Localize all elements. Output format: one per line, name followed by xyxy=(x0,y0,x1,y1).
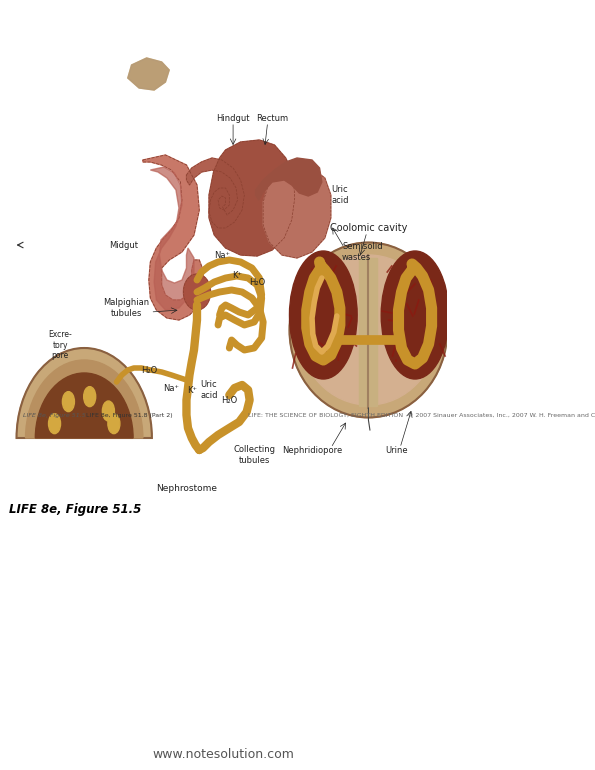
Ellipse shape xyxy=(299,255,438,405)
Wedge shape xyxy=(35,373,133,438)
Text: Uric
acid: Uric acid xyxy=(331,186,349,205)
Text: H₂O: H₂O xyxy=(249,277,265,286)
Text: LIFE 8e, Figure 51.5: LIFE 8e, Figure 51.5 xyxy=(9,504,141,517)
Text: H₂O: H₂O xyxy=(221,396,237,404)
Text: Nephrostome: Nephrostome xyxy=(156,484,217,493)
Ellipse shape xyxy=(108,413,120,434)
Text: Na⁺: Na⁺ xyxy=(164,383,180,393)
Polygon shape xyxy=(263,170,331,258)
Text: Uric
acid: Uric acid xyxy=(201,380,218,400)
Polygon shape xyxy=(128,58,169,90)
Text: LIFE 8e, Figure 51.8 (Part 2): LIFE 8e, Figure 51.8 (Part 2) xyxy=(86,413,173,417)
Text: LIFE: THE SCIENCE OF BIOLOGY, EIGHTH EDITION  © 2007 Sinauer Associates, Inc., 2: LIFE: THE SCIENCE OF BIOLOGY, EIGHTH EDI… xyxy=(248,413,595,417)
Polygon shape xyxy=(151,167,194,310)
Text: K⁺: K⁺ xyxy=(232,270,242,280)
Text: Semisolid
wastes: Semisolid wastes xyxy=(342,243,383,262)
Text: Na⁺: Na⁺ xyxy=(214,250,230,259)
Polygon shape xyxy=(143,155,203,320)
Text: Coolomic cavity: Coolomic cavity xyxy=(330,223,407,233)
Text: Urine: Urine xyxy=(386,446,408,454)
Polygon shape xyxy=(209,140,295,256)
Text: Hindgut: Hindgut xyxy=(217,113,250,122)
Ellipse shape xyxy=(102,401,114,421)
Ellipse shape xyxy=(62,392,74,412)
Text: Excre-
tory
pore: Excre- tory pore xyxy=(48,330,72,360)
Wedge shape xyxy=(26,360,143,438)
Text: Collecting
tubules: Collecting tubules xyxy=(233,445,275,465)
Text: www.notesolution.com: www.notesolution.com xyxy=(152,748,295,762)
Bar xyxy=(359,258,377,406)
Text: Malpighian
tubules: Malpighian tubules xyxy=(104,298,149,318)
Ellipse shape xyxy=(84,387,96,407)
Ellipse shape xyxy=(381,251,449,379)
Ellipse shape xyxy=(290,243,447,417)
Polygon shape xyxy=(128,58,169,90)
Ellipse shape xyxy=(49,413,61,434)
Text: LIFE 8e, Figure 51.5: LIFE 8e, Figure 51.5 xyxy=(23,413,85,417)
Polygon shape xyxy=(256,158,322,200)
Text: Rectum: Rectum xyxy=(256,113,288,122)
Text: Nephridiopore: Nephridiopore xyxy=(282,446,342,454)
Polygon shape xyxy=(186,158,245,228)
Text: Midgut: Midgut xyxy=(109,240,139,249)
Text: K⁺: K⁺ xyxy=(187,386,197,394)
Wedge shape xyxy=(17,348,152,438)
Text: H₂O: H₂O xyxy=(141,366,157,374)
Circle shape xyxy=(183,274,211,310)
Ellipse shape xyxy=(290,251,357,379)
